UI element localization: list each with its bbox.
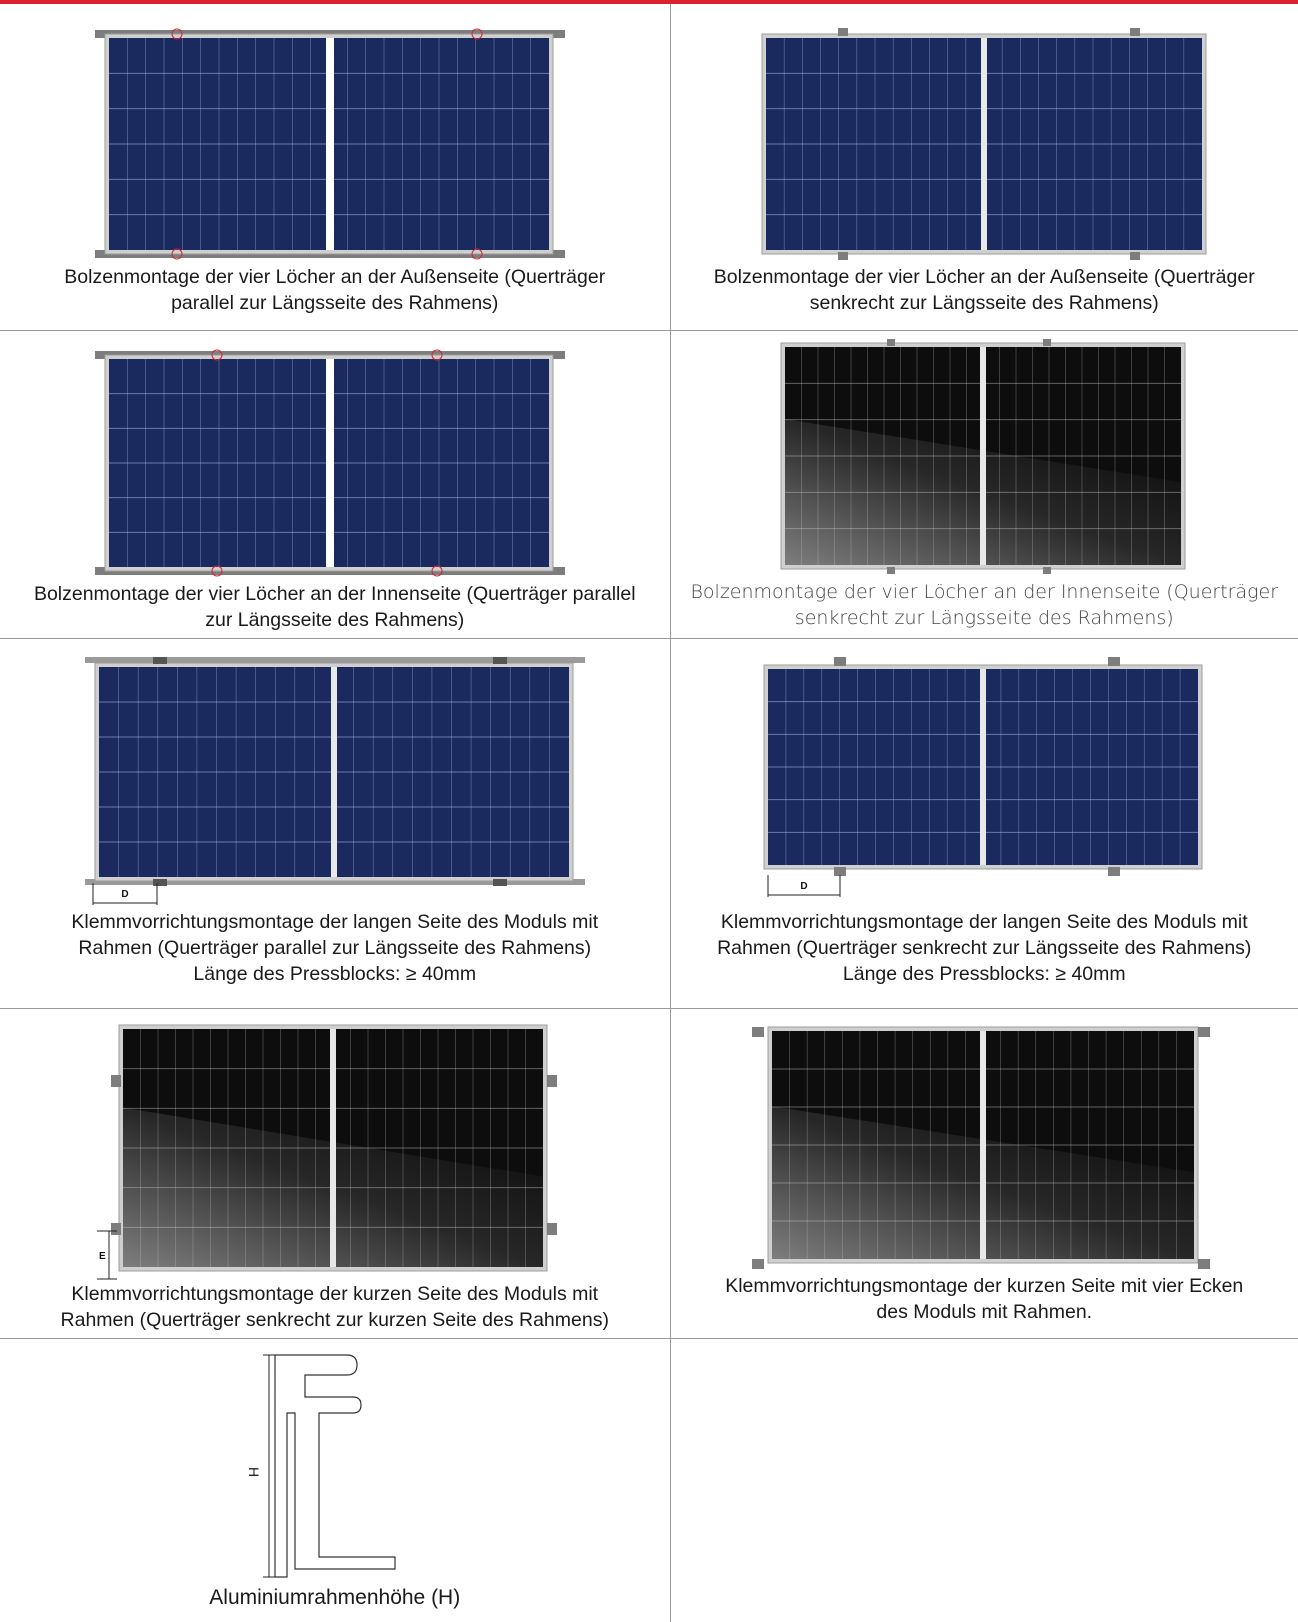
bolt-hole-marker xyxy=(171,248,183,260)
bolt-hole-marker xyxy=(471,28,483,40)
center-rail xyxy=(325,358,334,567)
bolt-hole-marker xyxy=(431,565,443,576)
caption-line: senkrecht zur Längsseite des Rahmens) xyxy=(809,292,1159,314)
clamp-block xyxy=(152,878,167,886)
caption-line: Klemmvorrichtungsmontage der langen Seit… xyxy=(71,910,599,933)
frame-profile-figure: H xyxy=(246,1353,396,1578)
cell-empty xyxy=(670,1338,1298,1622)
caption-line: senkrecht zur Längsseite des Rahmens) xyxy=(794,606,1174,629)
panel-figure xyxy=(761,28,1207,260)
dimension-label: D xyxy=(121,889,128,900)
cell-clamp-four-corners: Klemmvorrichtungsmontage der kurzen Seit… xyxy=(670,1008,1298,1339)
bolt-hole-marker xyxy=(471,248,483,260)
caption: Klemmvorrichtungsmontage der langen Seit… xyxy=(0,909,670,987)
mount-tab xyxy=(887,566,896,574)
clamp-block xyxy=(1198,1258,1211,1269)
caption-line: Rahmen (Querträger senkrecht zur kurzen … xyxy=(60,1308,609,1331)
caption-line: Bolzenmontage der vier Löcher an der Inn… xyxy=(690,580,1279,603)
cell-inner-bolt-parallel: Bolzenmontage der vier Löcher an der Inn… xyxy=(0,330,671,639)
caption: Bolzenmontage der vier Löcher an der Inn… xyxy=(0,581,670,633)
caption-line: Rahmen (Querträger senkrecht zur Längsse… xyxy=(717,936,1252,959)
cell-inner-bolt-perpendicular: Bolzenmontage der vier Löcher an der Inn… xyxy=(670,330,1298,639)
caption-line: zur Längsseite des Rahmens) xyxy=(205,608,465,631)
cell-frame-height: H Aluminiumrahmenhöhe (H) xyxy=(0,1338,671,1622)
center-rail xyxy=(325,38,334,250)
panel-center-gap xyxy=(980,1030,987,1259)
bolt-hole-marker xyxy=(431,349,443,360)
caption-line: des Moduls mit Rahmen. xyxy=(876,1300,1093,1323)
mount-tab xyxy=(838,28,849,36)
caption: Bolzenmontage der vier Löcher an der Auß… xyxy=(671,264,1298,316)
caption: Klemmvorrichtungsmontage der langen Seit… xyxy=(671,909,1298,987)
panel-center-gap xyxy=(980,346,987,565)
caption: Aluminiumrahmenhöhe (H) xyxy=(0,1585,670,1611)
caption-line: Bolzenmontage der vier Löcher an der Auß… xyxy=(713,266,1255,288)
mount-tab xyxy=(1130,252,1141,260)
clamp-block xyxy=(492,878,507,886)
clamp-block xyxy=(752,1258,765,1269)
clamp-block xyxy=(1108,866,1121,876)
dimension-label: D xyxy=(801,881,808,892)
clamp-block xyxy=(834,656,847,666)
rail xyxy=(84,656,585,663)
caption: Klemmvorrichtungsmontage der kurzen Seit… xyxy=(671,1273,1298,1325)
clamp-block xyxy=(110,1074,121,1087)
cell-outer-bolt-parallel: Bolzenmontage der vier Löcher an der Auß… xyxy=(0,4,671,331)
mount-tab xyxy=(1130,28,1141,36)
cell-clamp-short: E Klemmvorrichtungsmontage der kurzen Se… xyxy=(0,1008,671,1339)
clamp-block xyxy=(752,1026,765,1037)
bolt-hole-marker xyxy=(211,565,223,576)
panel-center-gap xyxy=(330,666,337,877)
panel-figure: E xyxy=(96,1024,557,1279)
bolt-hole-marker xyxy=(211,349,223,360)
clamp-block xyxy=(546,1074,557,1087)
cell-clamp-long-parallel: D Klemmvorrichtungsmontage der langen Se… xyxy=(0,638,671,1009)
caption-line: Länge des Pressblocks: ≥ 40mm xyxy=(193,962,477,985)
mount-tab xyxy=(838,252,849,260)
mount-tab xyxy=(1043,338,1052,346)
caption-line: Klemmvorrichtungsmontage der kurzen Seit… xyxy=(71,1282,599,1305)
caption-line: Bolzenmontage der vier Löcher an der Auß… xyxy=(64,266,606,288)
clamp-block xyxy=(834,866,847,876)
caption-line: Länge des Pressblocks: ≥ 40mm xyxy=(842,962,1126,985)
caption: Bolzenmontage der vier Löcher an der Inn… xyxy=(671,579,1298,631)
mounting-table: Bolzenmontage der vier Löcher an der Auß… xyxy=(0,4,1298,1622)
caption: Bolzenmontage der vier Löcher an der Auß… xyxy=(0,264,670,316)
cell-outer-bolt-perpendicular: Bolzenmontage der vier Löcher an der Auß… xyxy=(670,4,1298,331)
caption-line: Rahmen (Querträger parallel zur Längssei… xyxy=(78,936,592,959)
clamp-block xyxy=(110,1222,121,1235)
caption-line: Bolzenmontage der vier Löcher an der Inn… xyxy=(33,582,636,605)
caption-line: parallel zur Längsseite des Rahmens) xyxy=(171,292,499,314)
clamp-block xyxy=(492,656,507,664)
aluminium-frame-profile xyxy=(274,1353,396,1578)
dimension-label: E xyxy=(99,1251,106,1262)
panel-figure xyxy=(94,28,565,260)
dimension-label: H xyxy=(246,1467,262,1477)
bolt-hole-marker xyxy=(171,28,183,40)
panel-figure: D xyxy=(84,656,585,905)
mount-tab xyxy=(1043,566,1052,574)
panel-center-gap xyxy=(980,668,987,865)
panel-figure: D xyxy=(763,656,1203,897)
clamp-block xyxy=(546,1222,557,1235)
panel-center-gap xyxy=(329,1028,336,1267)
panel-center-gap xyxy=(981,38,988,250)
clamp-block xyxy=(152,656,167,664)
panel-figure xyxy=(752,1026,1211,1269)
clamp-block xyxy=(1108,656,1121,666)
cell-clamp-long-perpendicular: D Klemmvorrichtungsmontage der langen Se… xyxy=(670,638,1298,1009)
top-accent-line xyxy=(0,0,1298,4)
panel-figure xyxy=(94,349,565,576)
panel-figure xyxy=(780,338,1186,574)
caption-line: Klemmvorrichtungsmontage der langen Seit… xyxy=(720,910,1248,933)
caption-line: Klemmvorrichtungsmontage der kurzen Seit… xyxy=(725,1274,1244,1297)
rail xyxy=(84,878,585,885)
caption-line: Aluminiumrahmenhöhe (H) xyxy=(209,1585,461,1609)
clamp-block xyxy=(1198,1026,1211,1037)
caption: Klemmvorrichtungsmontage der kurzen Seit… xyxy=(0,1281,670,1333)
mount-tab xyxy=(887,338,896,346)
